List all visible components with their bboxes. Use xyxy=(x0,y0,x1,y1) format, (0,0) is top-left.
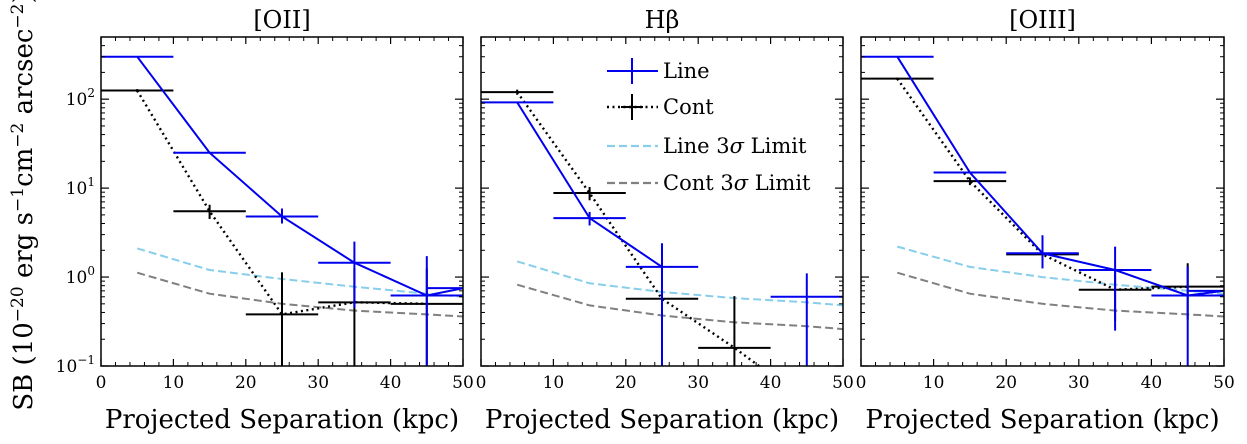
y-tick-base: 10 xyxy=(66,90,88,110)
y-axis-label: SB (10−20 erg s−1cm−2 arcsec−2) xyxy=(8,0,39,411)
series-line-pt xyxy=(770,273,843,366)
x-axis-label: Projected Separation (kpc) xyxy=(485,405,839,435)
x-axis-label: Projected Separation (kpc) xyxy=(865,405,1219,435)
y-axis-label-exp: −20 xyxy=(8,286,28,322)
x-tick-label: 30 xyxy=(687,373,709,393)
x-tick-label: 0 xyxy=(856,373,867,393)
panel-title: [OIII] xyxy=(1009,6,1076,34)
series-line xyxy=(516,101,663,268)
legend-text-part: Line 3 xyxy=(663,134,730,158)
x-tick-label: 40 xyxy=(1141,373,1163,393)
legend-label-cont-limit: Cont 3σ Limit xyxy=(663,171,811,195)
legend-text-part: Cont 3 xyxy=(663,171,734,195)
y-tick-base: 10 xyxy=(66,179,88,199)
series-cont xyxy=(861,77,1224,322)
x-tick-label: 50 xyxy=(832,373,854,393)
y-axis-label-part: cm xyxy=(9,148,39,187)
series-line xyxy=(861,55,1224,366)
y-tick-exp: 0 xyxy=(87,264,95,278)
plot-area xyxy=(861,55,1224,366)
plot-area xyxy=(481,89,843,366)
series-line xyxy=(896,78,1188,291)
legend-label-cont: Cont xyxy=(663,95,714,119)
y-axis-label-part: SB (10 xyxy=(9,322,39,410)
legend-text-sigma: σ xyxy=(730,134,745,158)
x-tick-label: 10 xyxy=(923,373,945,393)
series-cont-limit xyxy=(516,283,843,331)
y-axis-label-part: ) xyxy=(9,0,39,4)
x-tick-label: 30 xyxy=(307,373,329,393)
chart-panel-3: 0 10 20 30 40 50 [OIII] Projected Separation (k… xyxy=(856,6,1235,435)
series-line xyxy=(516,260,843,307)
series-line-limit xyxy=(516,260,843,307)
legend-entry-cont-limit: Cont 3σ Limit xyxy=(607,171,811,195)
legend-entry-line-limit: Line 3σ Limit xyxy=(607,134,807,158)
x-tick-label: 0 xyxy=(476,373,487,393)
y-axis-label-part: erg s xyxy=(9,212,39,286)
x-tick-label: 20 xyxy=(995,373,1017,393)
legend-text-part: Limit xyxy=(748,171,811,195)
series-line xyxy=(101,55,463,366)
series-cont-limit xyxy=(897,271,1224,318)
series-cont xyxy=(101,89,463,366)
series-line xyxy=(516,91,762,366)
x-axis-label: Projected Separation (kpc) xyxy=(105,405,459,435)
series-line xyxy=(136,56,463,297)
x-tick-label: 50 xyxy=(452,373,474,393)
legend: Line Cont Line 3σ Limit Cont 3σ Limit xyxy=(607,58,811,195)
y-axis-label-exp: −1 xyxy=(8,187,28,212)
y-tick-label: 100 xyxy=(66,264,95,288)
y-tick-base: 10 xyxy=(56,357,78,377)
legend-label-line-limit: Line 3σ Limit xyxy=(663,134,807,158)
y-tick-exp: 2 xyxy=(87,86,95,100)
y-tick-label: 10−1 xyxy=(56,353,95,377)
series-line xyxy=(516,283,843,331)
panel-title: Hβ xyxy=(645,6,680,34)
y-tick-exp: −1 xyxy=(77,353,95,367)
x-tick-label: 20 xyxy=(615,373,637,393)
series-line xyxy=(897,271,1224,318)
legend-text-sigma: σ xyxy=(734,171,749,195)
y-tick-label: 102 xyxy=(66,86,95,110)
legend-entry-cont: Cont xyxy=(607,94,714,120)
legend-entry-line: Line xyxy=(607,58,710,84)
x-tick-label: 30 xyxy=(1068,373,1090,393)
x-tick-label: 10 xyxy=(543,373,565,393)
legend-label-line: Line xyxy=(663,59,710,83)
y-tick-label: 101 xyxy=(66,175,95,199)
y-axis-label-exp: −2 xyxy=(8,123,28,148)
y-tick-exp: 1 xyxy=(87,175,95,189)
x-tick-label: 40 xyxy=(760,373,782,393)
chart-panel-2: 0 10 20 30 40 50 Hβ Projected Separation (kpc) xyxy=(476,6,854,435)
x-tick-label: 50 xyxy=(1213,373,1235,393)
series-line xyxy=(481,101,699,366)
plot-area xyxy=(101,55,463,366)
x-tick-label: 10 xyxy=(163,373,185,393)
x-tick-label: 0 xyxy=(96,373,107,393)
panel-title: [OII] xyxy=(253,6,310,34)
legend-text-part: Limit xyxy=(744,134,807,158)
x-tick-label: 20 xyxy=(235,373,257,393)
y-axis-label-exp: −2 xyxy=(8,4,28,29)
y-tick-base: 10 xyxy=(66,268,88,288)
y-axis-label-part: arcsec xyxy=(9,29,39,123)
x-tick-label: 40 xyxy=(380,373,402,393)
